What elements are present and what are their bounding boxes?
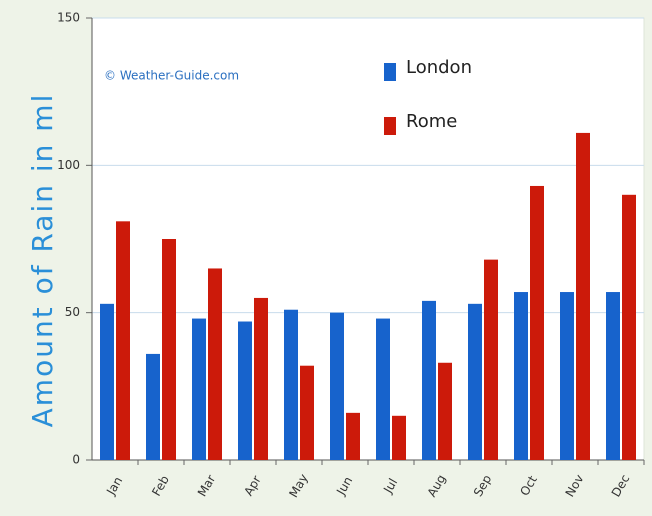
legend-swatch	[384, 63, 396, 81]
bar	[560, 292, 574, 460]
bar	[284, 309, 298, 460]
bar	[254, 297, 268, 460]
bar	[300, 365, 314, 460]
y-tick-label: 0	[72, 453, 80, 467]
legend-label: Rome	[406, 111, 457, 132]
bar	[330, 312, 344, 460]
bar	[530, 185, 544, 460]
legend-label: London	[406, 57, 472, 78]
bar	[392, 415, 406, 460]
bar	[238, 321, 252, 460]
bar	[514, 292, 528, 460]
plot-area	[91, 17, 645, 461]
bar	[208, 268, 222, 460]
y-tick-label: 50	[65, 305, 80, 319]
bar	[116, 221, 130, 460]
bar	[192, 318, 206, 460]
bar	[422, 300, 436, 460]
y-axis-label: Amount of Rain in ml	[26, 93, 59, 428]
annotation: © Weather-Guide.com	[104, 69, 239, 83]
bar	[606, 292, 620, 460]
bar	[576, 132, 590, 461]
bar	[100, 303, 114, 460]
bar	[146, 353, 160, 460]
x-tick-label: Jul	[380, 476, 400, 496]
bar	[484, 259, 498, 460]
bar	[162, 239, 176, 460]
bar	[346, 412, 360, 460]
y-tick-label: 100	[57, 158, 80, 172]
bar	[622, 194, 636, 461]
bar	[438, 362, 452, 460]
bar	[376, 318, 390, 460]
bar	[468, 303, 482, 460]
y-tick-label: 150	[57, 11, 80, 25]
legend-swatch	[384, 117, 396, 135]
